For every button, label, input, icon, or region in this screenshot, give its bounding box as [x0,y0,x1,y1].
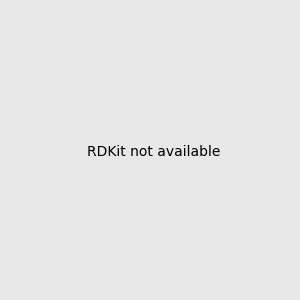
Text: RDKit not available: RDKit not available [87,145,220,158]
